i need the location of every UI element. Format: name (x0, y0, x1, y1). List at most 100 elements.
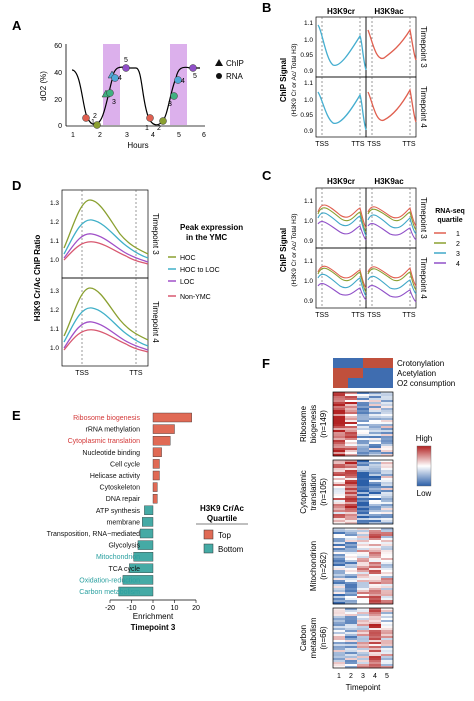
f-heat-cell (369, 538, 381, 541)
e-xtick: 20 (192, 605, 200, 612)
f-heat-cell (345, 648, 357, 651)
f-heat-cell (369, 570, 381, 573)
f-heat-cell (357, 484, 369, 487)
f-heat-cell (333, 446, 345, 449)
e-bar (152, 447, 162, 457)
f-heat-cell (333, 594, 345, 597)
b-row1-label: Timepoint 3 (419, 26, 428, 68)
f-heat-cell (369, 622, 381, 625)
f-heat-cell (345, 446, 357, 449)
f-heat-cell (333, 638, 345, 641)
f-heat-cell (381, 626, 393, 629)
f-heat-cell (369, 398, 381, 401)
f-heat-cell (333, 642, 345, 645)
phase-band-2 (170, 44, 187, 125)
f-heat-cell (333, 564, 345, 567)
f-heat-cell (357, 656, 369, 659)
f-heat-cell (369, 492, 381, 495)
f-heat-cell (333, 468, 345, 471)
f-heat-cell (357, 452, 369, 455)
c-legend-q1: 1 (456, 231, 460, 238)
f-header-o2: O2 consumption (397, 379, 455, 388)
f-heat-cell (357, 500, 369, 503)
f-heat-cell (333, 516, 345, 519)
f-heat-cell (357, 438, 369, 441)
b-ytick: 0.95 (300, 112, 313, 119)
e-legend-top-swatch (203, 529, 214, 540)
f-heat-cell (357, 542, 369, 545)
f-heat-cell (369, 544, 381, 547)
f-heat-cell (381, 566, 393, 569)
panel-a: A 0 20 40 60 1 2 3 4 5 6 Hours dO2 (%) (12, 18, 244, 150)
e-bar (133, 552, 154, 562)
f-heat-cell (357, 510, 369, 513)
a-rna-marker (82, 114, 90, 122)
f-heat-cell (357, 414, 369, 417)
panel-label-e: E (12, 408, 21, 423)
f-heat-cell (381, 656, 393, 659)
f-heat-cell (381, 444, 393, 447)
f-heat-cell (357, 640, 369, 643)
f-heat-cell (333, 628, 345, 631)
panel-d: D 1.3 1.2 1.1 1.0 1.3 1.2 1.1 1.0 TSS TT… (12, 178, 243, 377)
f-heat-cell (369, 512, 381, 515)
f-heat-cell (381, 514, 393, 517)
f-heat-cell (345, 442, 357, 445)
b-tss-label: TSS (367, 141, 381, 148)
f-heat-cell (369, 592, 381, 595)
f-heat-cell (369, 440, 381, 443)
f-heat-cell (333, 476, 345, 479)
f-heat-cell (369, 496, 381, 499)
f-heat-cell (333, 552, 345, 555)
e-bar (122, 575, 154, 585)
f-heat-cell (369, 392, 381, 395)
f-heat-cell (333, 600, 345, 603)
f-heat-cell (381, 542, 393, 545)
f-heat-cell (369, 464, 381, 467)
f-heat-cell (357, 564, 369, 567)
f-heat-cell (369, 664, 381, 667)
f-heat-cell (381, 464, 393, 467)
e-legend-title1: H3K9 Cr/Ac (200, 504, 245, 513)
f-heat-cell (357, 490, 369, 493)
f-heat-cell (357, 432, 369, 435)
f-heat-cell (381, 546, 393, 549)
f-heat-cell (381, 612, 393, 615)
a-point-label: 4 (181, 78, 185, 85)
f-heat-cell (345, 550, 357, 553)
f-heat-cell (381, 666, 393, 669)
f-heat-cell (357, 428, 369, 431)
f-heat-cell (357, 426, 369, 429)
c-ytick: 0.9 (304, 298, 313, 305)
f-heat-cell (333, 558, 345, 561)
f-heat-cell (333, 544, 345, 547)
e-xlabel: Enrichment (133, 612, 174, 621)
f-heat-cell (357, 462, 369, 465)
d-legend-title2: in the YMC (186, 233, 227, 242)
f-heat-cell (381, 578, 393, 581)
d-row2-label: Timepoint 4 (151, 301, 160, 343)
f-heat-cell (381, 480, 393, 483)
f-heat-cell (381, 608, 393, 611)
f-heat-cell (333, 454, 345, 457)
e-bar (139, 528, 154, 539)
f-heat-cell (333, 460, 345, 463)
f-heat-cell (333, 412, 345, 415)
f-heat-cell (381, 426, 393, 429)
a-rna-marker (93, 121, 101, 129)
f-heat-cell (333, 596, 345, 599)
f-heat-cell (369, 640, 381, 643)
f-heat-cell (381, 438, 393, 441)
f-heat-cell (381, 432, 393, 435)
f-heat-cell (357, 470, 369, 473)
f-heat-cell (345, 450, 357, 453)
f-heat-cell (369, 590, 381, 593)
f-heat-cell (369, 424, 381, 427)
f-heat-cell (381, 538, 393, 541)
phase-band-1 (103, 44, 120, 125)
f-heat-cell (381, 502, 393, 505)
f-heat-cell (357, 518, 369, 521)
f-xtick-5: 5 (385, 673, 389, 680)
f-heat-cell (369, 588, 381, 591)
c-ylabel2: (H3K9 Cr or Ac/ Total H3) (291, 213, 298, 286)
